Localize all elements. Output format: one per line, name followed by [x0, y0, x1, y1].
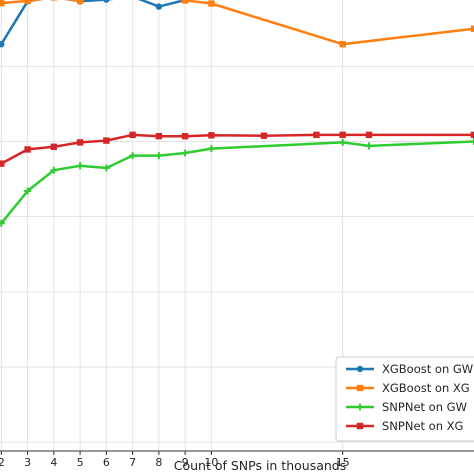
axes: [0, 450, 474, 455]
data-point: [208, 0, 215, 7]
data-point: [365, 142, 373, 150]
series-line: [0, 140, 474, 225]
x-tick-label: 6: [103, 456, 110, 469]
data-point: [129, 131, 136, 139]
data-point: [181, 0, 189, 4]
x-tick-label: 7: [129, 456, 136, 469]
data-point: [24, 146, 31, 153]
x-tick-label: 3: [24, 456, 31, 469]
data-point: [0, 0, 5, 7]
data-point: [76, 139, 84, 146]
x-tick-label: 10: [204, 456, 218, 469]
series-group: [0, 0, 474, 48]
x-tick-label: 2: [0, 456, 5, 469]
data-point: [208, 132, 215, 139]
legend-item: SNPNet on GW: [346, 400, 467, 414]
x-tick-label: 8: [155, 456, 162, 469]
legend-label: SNPNet on GW: [382, 400, 467, 414]
data-point: [470, 25, 474, 32]
data-point: [260, 132, 268, 139]
data-point: [470, 137, 474, 145]
data-point: [365, 131, 373, 139]
data-point: [102, 164, 110, 172]
series-group: [0, 131, 474, 167]
x-tick-label: 4: [50, 456, 57, 469]
data-point: [155, 132, 163, 140]
legend-box: [335, 356, 474, 442]
data-point: [155, 152, 163, 160]
x-tick-labels: 2 3 4 5 6 7 8 9 10 15: [0, 456, 350, 469]
data-point: [155, 3, 163, 10]
data-point: [24, 0, 31, 5]
data-point: [181, 132, 189, 140]
legend-label: SNPNet on XG: [382, 419, 463, 433]
data-point: [129, 152, 137, 160]
data-point: [103, 137, 110, 144]
x-tick-label: 9: [182, 456, 189, 469]
data-point: [50, 166, 58, 174]
data-point: [313, 131, 320, 139]
legend-item: SNPNet on XG: [346, 419, 463, 433]
data-point: [24, 187, 32, 195]
data-point: [356, 422, 364, 430]
data-point: [103, 0, 110, 3]
data-point: [339, 131, 346, 139]
data-point: [181, 149, 189, 157]
x-tick-label: 15: [336, 456, 350, 469]
legend-label: XGBoost on XG: [382, 381, 470, 395]
data-point: [0, 219, 5, 227]
legend: XGBoost on GW XGBoost on XG SNPNet on GW SN…: [335, 356, 474, 442]
data-point: [0, 160, 5, 167]
data-point: [50, 0, 58, 1]
data-point: [76, 162, 84, 170]
legend-item: XGBoost on XG: [346, 381, 470, 395]
legend-item: XGBoost on GW: [346, 362, 473, 376]
series-line: [0, 133, 474, 165]
series-line: [1, 0, 474, 46]
data-point: [50, 143, 58, 150]
data-point: [356, 403, 364, 411]
x-axis-label: Count of SNPs in thousands: [174, 458, 347, 473]
legend-label: XGBoost on GW: [382, 362, 473, 376]
x-tick-label: 5: [77, 456, 84, 469]
series-lines: [0, 0, 474, 227]
data-point: [207, 145, 215, 153]
data-point: [339, 41, 346, 48]
series-group: [0, 137, 474, 227]
data-point: [339, 138, 347, 146]
data-point: [76, 0, 84, 5]
data-point: [470, 131, 474, 139]
data-point: [356, 384, 364, 392]
data-point: [0, 41, 5, 48]
data-point: [356, 365, 364, 373]
